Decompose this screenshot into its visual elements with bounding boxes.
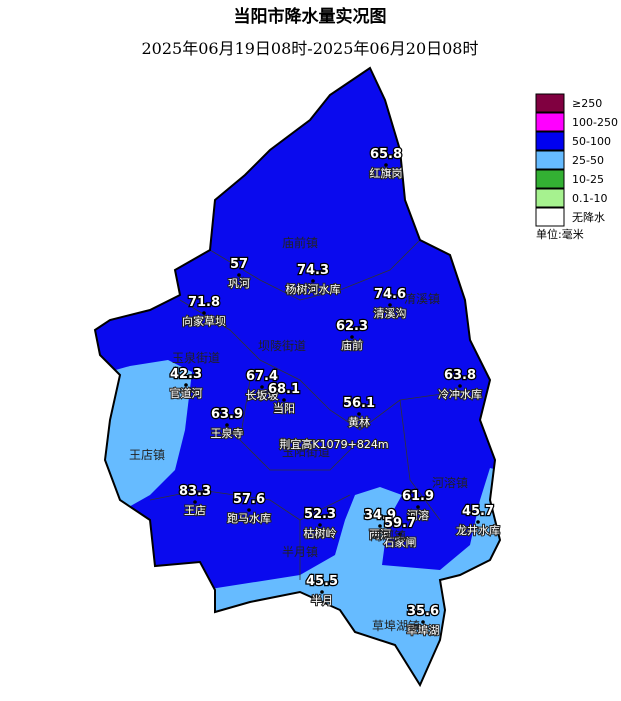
station-name: 半月 (311, 593, 333, 607)
station-dot (384, 163, 388, 167)
station-dot (350, 335, 354, 339)
legend-label: 50-100 (572, 135, 611, 148)
district-boundary (149, 239, 471, 580)
town-label: 草埠湖镇 (372, 618, 420, 633)
station-value: 34.9 (364, 508, 396, 523)
station-dot (378, 524, 382, 528)
station-name: 草埠湖 (407, 623, 440, 637)
station-dot (202, 311, 206, 315)
town-label: 坝陵街道 (258, 339, 306, 353)
station-dot (458, 384, 462, 388)
station-dot (318, 523, 322, 527)
station-name: 庙前 (341, 338, 363, 352)
labels: 65.8 红旗岗 57 巩河 74.3 杨树河水库 71.8 向家草坝 74.6 清溪沟 62.3 庙… (129, 146, 501, 638)
subtitle: 2025年06月19日08时-2025年06月20日08时 (141, 39, 478, 58)
legend-swatch (535, 93, 565, 113)
station-dot (282, 398, 286, 402)
legend-swatch (535, 207, 565, 227)
station-value: 74.6 (374, 287, 406, 302)
station-value: 42.3 (170, 367, 202, 382)
station-dot (476, 520, 480, 524)
town-label: 王店镇 (129, 448, 165, 462)
station-value: 61.9 (402, 489, 434, 504)
station-dot (260, 385, 264, 389)
station-name: 黄林 (348, 415, 370, 429)
legend: ≥250 100-250 50-100 25-50 10-25 0.1-10 无降水单位:毫… (535, 93, 618, 241)
station-name: 官道河 (170, 386, 203, 400)
legend-label: 10-25 (572, 173, 604, 186)
town-label: 庙前镇 (282, 235, 318, 250)
station-dot (247, 508, 251, 512)
legend-label: 0.1-10 (572, 192, 607, 205)
station-value: 68.1 (268, 382, 300, 397)
station-value: 71.8 (188, 295, 220, 310)
station-name: 冷冲水库 (438, 387, 482, 401)
legend-swatch (535, 112, 565, 132)
station-value: 59.7 (384, 516, 416, 531)
station-name: 王泉寺 (211, 426, 244, 440)
station-value: 45.7 (462, 504, 494, 519)
station-name: 清溪沟 (374, 307, 407, 320)
legend-unit: 单位:毫米 (536, 227, 584, 241)
station-dot (237, 273, 241, 277)
station-name: 当阳 (273, 401, 295, 415)
station-name: 杨树河水库 (286, 282, 341, 296)
legend-label: 25-50 (572, 154, 604, 167)
town-label: 河溶镇 (432, 475, 468, 490)
station-value: 74.3 (297, 263, 329, 278)
station-dot (184, 383, 188, 387)
station-value: 67.4 (246, 369, 278, 384)
station-dot (193, 500, 197, 504)
town-label: 半月镇 (282, 545, 318, 559)
station-dot (357, 412, 361, 416)
legend-label: 无降水 (572, 210, 605, 224)
station-dot (398, 532, 402, 536)
station-name: 河溶 (407, 508, 429, 522)
station-name: 巩河 (228, 277, 250, 290)
town-label: 玉泉街道 (172, 351, 220, 365)
station-dot (311, 279, 315, 283)
station-name: 王店 (184, 503, 206, 517)
special-label: 荆宜高K1079+824m (279, 437, 388, 451)
legend-swatch (535, 150, 565, 170)
station-value: 56.1 (343, 396, 375, 411)
station-dot (388, 303, 392, 307)
title: 当阳市降水量实况图 (234, 6, 387, 27)
station-value: 63.9 (211, 407, 243, 422)
legend-label: 100-250 (572, 116, 618, 129)
town-label: 玉阳街道 (282, 445, 330, 459)
legend-swatch (535, 131, 565, 151)
station-value: 63.8 (444, 368, 476, 383)
legend-swatch (535, 188, 565, 208)
station-value: 62.3 (336, 319, 368, 334)
town-label: 两河镇 (370, 529, 406, 543)
station-value: 35.6 (407, 604, 439, 619)
station-name: 红旗岗 (370, 166, 403, 180)
station-name: 龙井水库 (456, 523, 500, 537)
station-dot (421, 620, 425, 624)
station-value: 52.3 (304, 507, 336, 522)
station-name: 石家闸 (384, 535, 417, 549)
town-label: 淯溪镇 (404, 291, 440, 306)
station-value: 57 (230, 257, 248, 272)
station-name: 枯树岭 (304, 526, 337, 540)
station-value: 45.5 (306, 574, 338, 589)
station-value: 57.6 (233, 492, 265, 507)
station-dot (320, 590, 324, 594)
station-name: 跑马水库 (227, 511, 271, 525)
station-value: 83.3 (179, 484, 211, 499)
legend-swatch (535, 169, 565, 189)
station-name: 向家草坝 (182, 314, 226, 328)
station-dot (225, 423, 229, 427)
legend-label: ≥250 (572, 97, 602, 110)
station-dot (416, 505, 420, 509)
station-name: 两河 (369, 528, 391, 541)
station-value: 65.8 (370, 147, 402, 162)
station-name: 长坂坡 (246, 389, 279, 402)
